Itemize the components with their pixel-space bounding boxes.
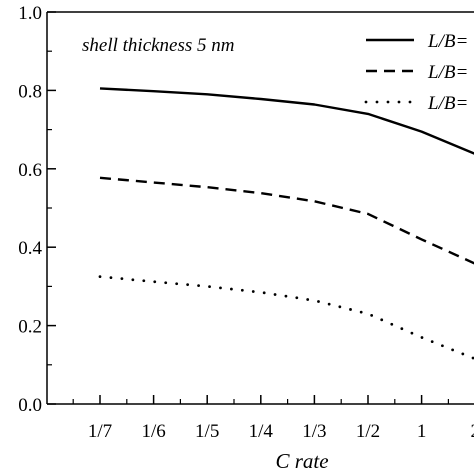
series-layer	[98, 87, 474, 360]
x-axis: 1/7 1/6 1/5 1/4 1/3 1/2 1 2	[72, 395, 474, 442]
y-axis: 0.0 0.2 0.4 0.6 0.8 1.0	[18, 3, 56, 416]
x-tick-label: 1	[417, 421, 427, 442]
x-tick-label: 1/4	[249, 421, 274, 442]
series-line-dashed	[99, 176, 474, 265]
legend-label: L/B=	[427, 62, 468, 83]
legend-label: L/B=	[427, 93, 468, 114]
y-tick-label: 0.2	[18, 317, 42, 338]
legend-label: L/B=	[427, 31, 468, 52]
x-tick-label: 1/3	[302, 421, 326, 442]
x-tick-label: 1/2	[356, 421, 380, 442]
y-tick-label: 1.0	[18, 3, 42, 24]
x-axis-title: C rate	[275, 449, 328, 473]
series-line-dotted	[98, 275, 474, 360]
y-tick-label: 0.6	[18, 160, 42, 181]
series-line-solid	[99, 87, 474, 155]
x-tick-label: 1/7	[88, 421, 112, 442]
annotation-text: shell thickness 5 nm	[82, 35, 235, 56]
x-tick-label: 2	[470, 421, 474, 442]
legend: L/B= L/B= L/B=	[364, 31, 468, 114]
y-tick-label: 0.8	[18, 81, 42, 102]
y-tick-label: 0.4	[18, 238, 42, 259]
x-tick-label: 1/5	[195, 421, 219, 442]
x-tick-label: 1/6	[141, 421, 165, 442]
y-tick-label: 0.0	[18, 395, 42, 416]
